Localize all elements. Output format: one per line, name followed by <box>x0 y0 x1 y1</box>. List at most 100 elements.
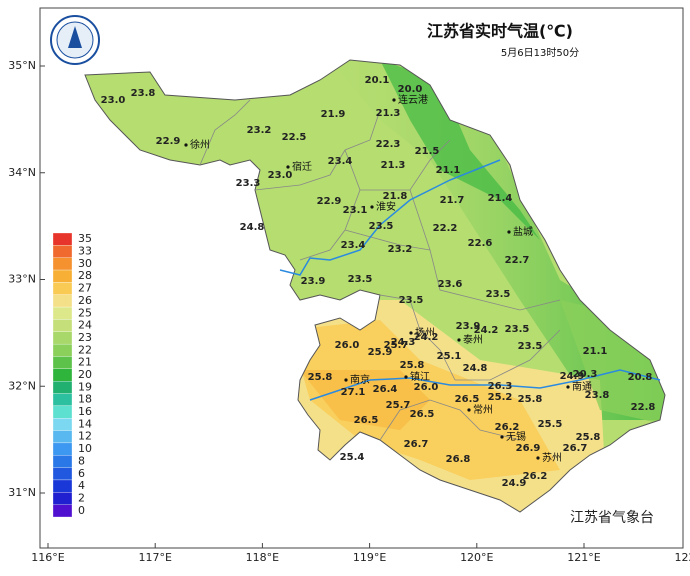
city-name: 连云港 <box>398 93 428 106</box>
temperature-reading: 25.1 <box>437 351 462 362</box>
city-dot <box>536 456 540 460</box>
legend-swatch <box>52 467 73 481</box>
temperature-reading: 23.5 <box>369 221 394 232</box>
temperature-reading: 26.2 <box>523 471 548 482</box>
temperature-reading: 25.7 <box>384 340 409 351</box>
temperature-reading: 23.9 <box>456 321 481 332</box>
legend-swatch <box>52 504 73 518</box>
legend-label: 16 <box>78 405 92 418</box>
temperature-reading: 20.3 <box>573 369 598 380</box>
temperature-reading: 26.8 <box>446 454 471 465</box>
temperature-reading: 24.2 <box>474 325 499 336</box>
legend-swatch <box>52 306 73 320</box>
district-borders <box>199 99 561 441</box>
temperature-reading: 23.3 <box>236 178 261 189</box>
legend-label: 8 <box>78 454 85 467</box>
legend-label: 6 <box>78 467 85 480</box>
temperature-reading: 25.2 <box>488 392 513 403</box>
y-tick-label: 33°N <box>8 273 36 286</box>
temperature-reading: 23.5 <box>505 324 530 335</box>
temperature-reading: 25.8 <box>400 360 425 371</box>
temperature-reading: 26.7 <box>563 443 588 454</box>
legend-label: 30 <box>78 257 92 270</box>
legend-swatch <box>52 269 73 283</box>
legend-swatch <box>52 455 73 468</box>
temperature-reading: 26.0 <box>414 382 439 393</box>
y-tick-label: 31°N <box>8 486 36 499</box>
temperature-reading: 26.2 <box>495 422 520 433</box>
temperature-reading: 22.3 <box>376 139 401 150</box>
legend-swatch <box>52 393 73 407</box>
legend-label: 2 <box>78 491 85 504</box>
legend-label: 33 <box>78 245 92 258</box>
temperature-reading: 24.9 <box>560 371 585 382</box>
temperature-reading: 25.8 <box>518 394 543 405</box>
temperature-reading: 23.8 <box>585 390 610 401</box>
temperature-reading: 26.0 <box>335 340 360 351</box>
city-name: 南京 <box>350 373 370 386</box>
temperature-reading: 23.1 <box>343 205 368 216</box>
temperature-reading: 22.8 <box>631 402 656 413</box>
legend-label: 25 <box>78 306 92 319</box>
temperature-reading: 20.0 <box>398 84 423 95</box>
legend-swatch <box>52 282 73 295</box>
legend-swatch <box>52 294 73 308</box>
legend-swatch <box>52 492 73 505</box>
legend-swatch <box>52 368 73 382</box>
legend-label: 21 <box>78 356 92 369</box>
legend-swatch <box>52 331 73 345</box>
temperature-reading: 24.8 <box>240 222 265 233</box>
city-name: 盐城 <box>513 225 533 238</box>
legend-label: 19 <box>78 380 92 393</box>
city-dot <box>457 338 461 342</box>
city-name: 南通 <box>572 380 592 393</box>
temperature-reading: 21.8 <box>383 191 408 202</box>
city-dot <box>370 205 374 209</box>
city-name: 苏州 <box>542 451 562 464</box>
temperature-reading: 21.5 <box>415 146 440 157</box>
legend-label: 23 <box>78 331 92 344</box>
temperature-reading: 25.8 <box>576 432 601 443</box>
temperature-reading: 26.9 <box>516 443 541 454</box>
temperature-reading: 25.4 <box>340 452 365 463</box>
city-name: 无锡 <box>506 430 526 443</box>
temperature-reading: 24.8 <box>463 363 488 374</box>
legend-label: 27 <box>78 282 92 295</box>
x-tick-label: 119°E <box>353 551 386 564</box>
legend-swatch <box>52 356 73 369</box>
city-dot <box>409 331 413 335</box>
legend-swatch <box>52 405 73 419</box>
temperature-reading: 22.7 <box>505 255 530 266</box>
y-tick-label: 32°N <box>8 379 36 392</box>
temperature-reading: 20.8 <box>628 372 653 383</box>
temperature-reading: 22.6 <box>468 238 493 249</box>
temperature-reading: 21.1 <box>583 346 608 357</box>
city-dot <box>184 143 188 147</box>
city-name: 镇江 <box>410 370 430 383</box>
temperature-reading: 23.5 <box>486 289 511 300</box>
legend-label: 0 <box>78 504 85 517</box>
temperature-reading: 26.5 <box>455 394 480 405</box>
temperature-reading: 21.4 <box>488 193 513 204</box>
x-tick-label: 116°E <box>31 551 64 564</box>
legend-swatch <box>52 232 73 246</box>
legend-label: 26 <box>78 294 92 307</box>
rivers <box>279 159 661 401</box>
legend-swatch <box>52 430 73 444</box>
temperature-reading: 22.9 <box>317 196 342 207</box>
temperature-reading: 26.7 <box>404 439 429 450</box>
city-dot <box>500 435 504 439</box>
temperature-reading: 23.5 <box>348 274 373 285</box>
legend-label: 35 <box>78 232 92 245</box>
temperature-reading: 23.6 <box>438 279 463 290</box>
temperature-reading: 21.9 <box>321 109 346 120</box>
legend-swatch <box>52 418 73 431</box>
x-tick-label: 117°E <box>138 551 171 564</box>
temperature-reading: 23.0 <box>101 95 126 106</box>
city-name: 淮安 <box>376 200 396 213</box>
temperature-reading: 23.4 <box>341 240 366 251</box>
legend-swatch <box>52 343 73 357</box>
temperature-reading: 23.5 <box>399 295 424 306</box>
legend-label: 28 <box>78 269 92 282</box>
